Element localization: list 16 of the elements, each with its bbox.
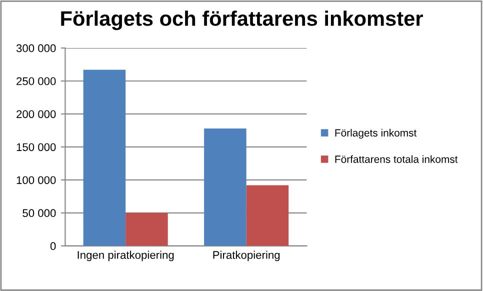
y-tick-label: 200 000 <box>16 110 56 118</box>
y-tick-label: 250 000 <box>16 77 56 86</box>
y-tick-label: 150 000 <box>16 143 56 152</box>
legend-label: Författarens totala inkomst <box>335 155 458 163</box>
x-tick-label: Ingen piratkopiering <box>78 250 174 262</box>
bar <box>246 185 289 246</box>
bar <box>126 212 168 246</box>
y-tick-label: 0 <box>50 242 56 250</box>
bar <box>204 128 246 246</box>
chart-title: Förlagets och författarens inkomster <box>61 10 423 30</box>
legend-label: Förlagets inkomst <box>335 128 417 139</box>
y-tick-label: 300 000 <box>16 44 56 52</box>
y-tick-label: 50 000 <box>22 209 56 218</box>
bar <box>83 70 126 246</box>
x-tick-label: Piratkopiering <box>213 250 280 262</box>
y-tick-label: 100 000 <box>16 176 56 184</box>
